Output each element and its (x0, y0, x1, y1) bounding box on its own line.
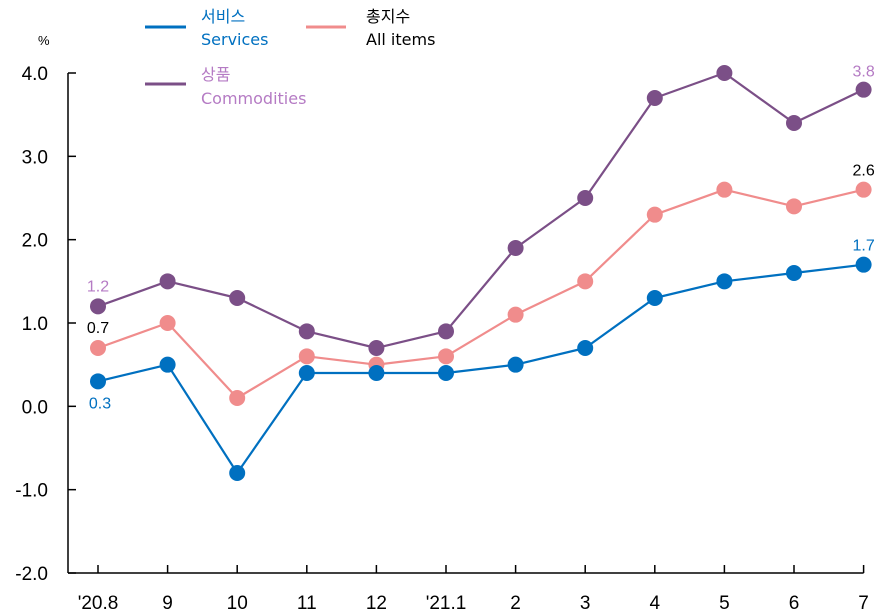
data-point-commodities (159, 273, 176, 290)
y-tick-label: 4.0 (22, 64, 48, 85)
data-point-commodities (507, 240, 524, 256)
x-tick-label: '20.8 (78, 593, 119, 614)
x-tick-label: 3 (580, 593, 591, 614)
data-point-services (577, 340, 594, 356)
legend-item-all-items: 총지수 All items (306, 7, 435, 49)
data-point-all_items (646, 206, 663, 223)
data-label-commodities: 1.2 (87, 278, 109, 295)
y-tick-label: 2.0 (22, 231, 48, 252)
data-point-commodities (716, 65, 733, 81)
data-point-all_items (507, 306, 524, 323)
data-label-all_items: 0.7 (87, 320, 109, 337)
legend-label-services-en: Services (201, 30, 268, 49)
series-line-all_items (97, 188, 864, 400)
data-label-all_items: 2.6 (852, 163, 874, 180)
data-point-all_items (90, 340, 106, 356)
y-tick-label: -2.0 (15, 564, 48, 585)
data-point-all_items (159, 315, 176, 331)
data-point-all_items (716, 181, 733, 198)
data-label-services: 0.3 (89, 395, 111, 412)
data-label-commodities: 3.8 (852, 64, 874, 81)
legend-label-commodities-ko: 상품 (201, 65, 230, 84)
series-commodities (90, 65, 872, 356)
data-point-services (90, 373, 106, 390)
x-axis: '20.8 9 10 11 12 '21.1 2 3 4 5 6 7 (68, 565, 869, 614)
data-labels: 1.2 3.8 0.7 2.6 0.3 1.7 (87, 64, 875, 413)
legend-label-all-items-en: All items (366, 30, 435, 49)
x-tick-label: '21.1 (426, 593, 467, 614)
data-point-commodities (855, 81, 872, 98)
data-point-commodities (90, 298, 106, 315)
data-point-all_items (855, 181, 872, 198)
x-tick-label: 12 (366, 593, 387, 614)
series-layer (90, 65, 872, 481)
y-axis: 4.0 3.0 2.0 1.0 0.0 -1.0 -2.0 (15, 64, 76, 585)
data-point-services (507, 356, 524, 373)
x-tick-label: 10 (227, 593, 248, 614)
data-label-services: 1.7 (852, 238, 874, 255)
data-point-services (786, 265, 802, 281)
x-tick-label: 7 (858, 593, 869, 614)
data-point-commodities (438, 323, 454, 340)
x-tick-label: 4 (650, 593, 661, 614)
legend-label-all-items-ko: 총지수 (366, 7, 410, 26)
x-tick-label: 6 (789, 593, 800, 614)
series-services (90, 256, 872, 481)
series-line-commodities (97, 71, 865, 350)
x-tick-label: 2 (510, 593, 521, 614)
legend-item-services: 서비스 Services (145, 7, 268, 49)
data-point-commodities (298, 323, 315, 340)
data-point-services (716, 273, 733, 290)
unit-label: % (38, 33, 50, 48)
data-point-all_items (577, 273, 594, 290)
y-tick-label: -1.0 (15, 481, 48, 502)
data-point-commodities (368, 340, 385, 356)
data-point-services (298, 365, 315, 381)
series-all_items (90, 181, 872, 406)
legend-label-commodities-en: Commodities (201, 89, 306, 108)
data-point-services (229, 465, 246, 481)
y-tick-label: 1.0 (22, 314, 48, 335)
x-tick-label: 9 (162, 593, 173, 614)
data-point-commodities (229, 290, 246, 306)
data-point-all_items (438, 348, 454, 365)
data-point-commodities (646, 90, 663, 106)
legend-label-services-ko: 서비스 (201, 7, 245, 26)
y-tick-label: 3.0 (22, 147, 48, 168)
data-point-all_items (229, 390, 246, 406)
x-tick-label: 5 (719, 593, 730, 614)
data-point-all_items (786, 198, 802, 215)
data-point-commodities (786, 115, 802, 131)
data-point-commodities (577, 190, 594, 206)
legend-item-commodities: 상품 Commodities (145, 65, 306, 108)
data-point-services (646, 290, 663, 306)
data-point-services (159, 356, 176, 373)
data-point-services (368, 365, 385, 381)
x-tick-label: 11 (297, 593, 317, 614)
y-tick-label: 0.0 (22, 397, 48, 418)
data-point-all_items (298, 348, 315, 365)
legend: 서비스 Services 총지수 All items 상품 Commoditie… (145, 7, 435, 108)
data-point-services (855, 256, 872, 273)
series-line-services (97, 263, 864, 475)
data-point-services (438, 365, 454, 381)
